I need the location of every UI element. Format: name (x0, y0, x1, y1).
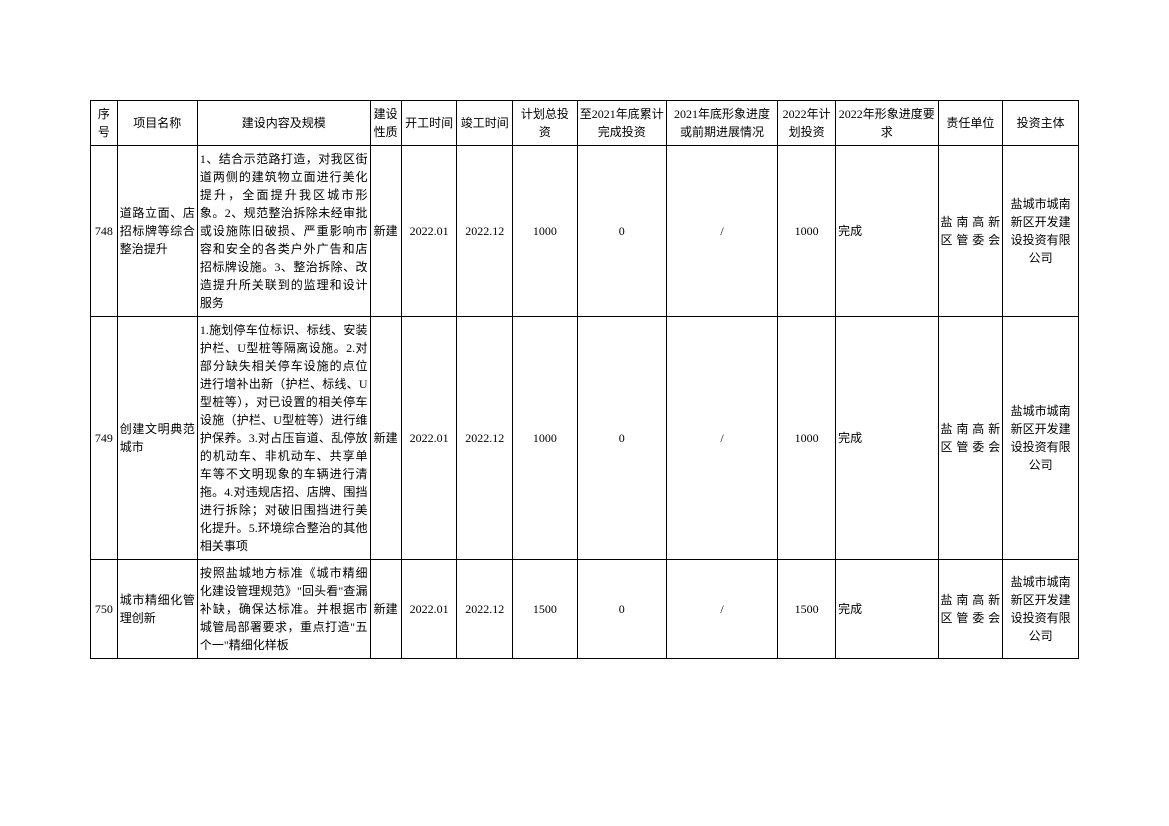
header-name: 项目名称 (117, 101, 197, 146)
table-row: 748 道路立面、店招标牌等综合整治提升 1、结合示范路打造，对我区街道两侧的建… (91, 146, 1079, 317)
cell-start: 2022.01 (401, 146, 457, 317)
cell-plan-inv: 1500 (513, 560, 578, 659)
header-end: 竣工时间 (457, 101, 513, 146)
cell-content: 1.施划停车位标识、标线、安装护栏、U型桩等隔离设施。2.对部分缺失相关停车设施… (197, 317, 370, 560)
header-2022-req: 2022年形象进度要求 (836, 101, 938, 146)
cell-progress: / (666, 317, 777, 560)
cell-resp: 盐南高新区管委会 (938, 560, 1003, 659)
cell-2022-req: 完成 (836, 317, 938, 560)
cell-cum-inv: 0 (577, 560, 666, 659)
table-body: 748 道路立面、店招标牌等综合整治提升 1、结合示范路打造，对我区街道两侧的建… (91, 146, 1079, 659)
cell-resp: 盐南高新区管委会 (938, 146, 1003, 317)
cell-progress: / (666, 560, 777, 659)
cell-2022-inv: 1000 (778, 317, 836, 560)
table-header: 序号 项目名称 建设内容及规模 建设性质 开工时间 竣工时间 计划总投资 至20… (91, 101, 1079, 146)
table-row: 750 城市精细化管理创新 按照盐城地方标准《城市精细化建设管理规范》"回头看"… (91, 560, 1079, 659)
header-resp: 责任单位 (938, 101, 1003, 146)
header-seq: 序号 (91, 101, 118, 146)
cell-content: 1、结合示范路打造，对我区街道两侧的建筑物立面进行美化提升，全面提升我区城市形象… (197, 146, 370, 317)
cell-end: 2022.12 (457, 317, 513, 560)
cell-seq: 748 (91, 146, 118, 317)
cell-nature: 新建 (370, 317, 401, 560)
cell-resp: 盐南高新区管委会 (938, 317, 1003, 560)
cell-name: 城市精细化管理创新 (117, 560, 197, 659)
header-investor: 投资主体 (1003, 101, 1079, 146)
cell-2022-req: 完成 (836, 146, 938, 317)
header-cum-inv: 至2021年底累计完成投资 (577, 101, 666, 146)
cell-2022-inv: 1500 (778, 560, 836, 659)
cell-end: 2022.12 (457, 146, 513, 317)
header-row: 序号 项目名称 建设内容及规模 建设性质 开工时间 竣工时间 计划总投资 至20… (91, 101, 1079, 146)
cell-cum-inv: 0 (577, 317, 666, 560)
cell-investor: 盐城市城南新区开发建设投资有限公司 (1003, 146, 1079, 317)
cell-end: 2022.12 (457, 560, 513, 659)
header-2022-inv: 2022年计划投资 (778, 101, 836, 146)
cell-nature: 新建 (370, 146, 401, 317)
cell-2022-req: 完成 (836, 560, 938, 659)
header-content: 建设内容及规模 (197, 101, 370, 146)
project-table: 序号 项目名称 建设内容及规模 建设性质 开工时间 竣工时间 计划总投资 至20… (90, 100, 1079, 659)
header-nature: 建设性质 (370, 101, 401, 146)
table-row: 749 创建文明典范城市 1.施划停车位标识、标线、安装护栏、U型桩等隔离设施。… (91, 317, 1079, 560)
cell-investor: 盐城市城南新区开发建设投资有限公司 (1003, 317, 1079, 560)
cell-2022-inv: 1000 (778, 146, 836, 317)
cell-progress: / (666, 146, 777, 317)
cell-plan-inv: 1000 (513, 146, 578, 317)
cell-nature: 新建 (370, 560, 401, 659)
header-progress: 2021年底形象进度或前期进展情况 (666, 101, 777, 146)
cell-investor: 盐城市城南新区开发建设投资有限公司 (1003, 560, 1079, 659)
header-start: 开工时间 (401, 101, 457, 146)
cell-start: 2022.01 (401, 317, 457, 560)
cell-seq: 750 (91, 560, 118, 659)
cell-plan-inv: 1000 (513, 317, 578, 560)
cell-cum-inv: 0 (577, 146, 666, 317)
cell-name: 创建文明典范城市 (117, 317, 197, 560)
cell-content: 按照盐城地方标准《城市精细化建设管理规范》"回头看"查漏补缺，确保达标准。并根据… (197, 560, 370, 659)
header-plan-inv: 计划总投资 (513, 101, 578, 146)
cell-name: 道路立面、店招标牌等综合整治提升 (117, 146, 197, 317)
cell-start: 2022.01 (401, 560, 457, 659)
cell-seq: 749 (91, 317, 118, 560)
